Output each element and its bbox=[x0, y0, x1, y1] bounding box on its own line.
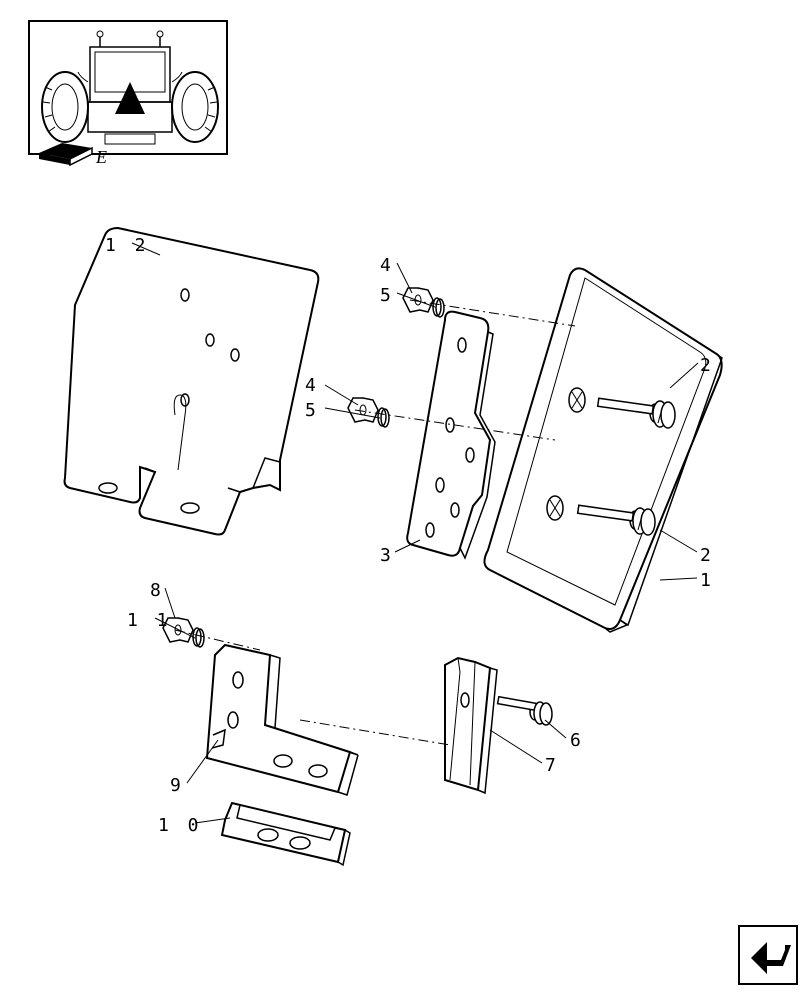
part-large-plate bbox=[65, 228, 319, 535]
exploded-parts-diagram bbox=[0, 0, 812, 1000]
callout-3: 3 bbox=[380, 545, 395, 566]
callout-9: 9 bbox=[170, 775, 185, 796]
callout-2a: 2 bbox=[700, 355, 715, 376]
callout-10: 1 0 bbox=[158, 815, 203, 836]
callout-4a: 4 bbox=[380, 255, 395, 276]
callout-2b: 2 bbox=[700, 545, 715, 566]
callout-5a: 5 bbox=[380, 285, 395, 306]
part-small-bracket bbox=[445, 658, 497, 793]
part-l-bracket bbox=[207, 645, 358, 795]
arrow-back-icon bbox=[743, 930, 793, 980]
part-vertical-bracket bbox=[407, 312, 495, 558]
callout-8: 8 bbox=[150, 580, 165, 601]
callout-6: 6 bbox=[570, 730, 585, 751]
callout-12: 1 2 bbox=[105, 235, 150, 256]
part-bolt-6 bbox=[498, 697, 552, 725]
callout-11: 1 1 bbox=[127, 610, 172, 631]
part-spacer-plate bbox=[222, 803, 350, 865]
callout-4b: 4 bbox=[305, 375, 320, 396]
callout-7: 7 bbox=[545, 755, 560, 776]
part-triangle-panel bbox=[484, 268, 722, 632]
nav-arrow-button[interactable] bbox=[738, 925, 798, 985]
callout-5b: 5 bbox=[305, 400, 320, 421]
callout-1: 1 bbox=[700, 570, 715, 591]
